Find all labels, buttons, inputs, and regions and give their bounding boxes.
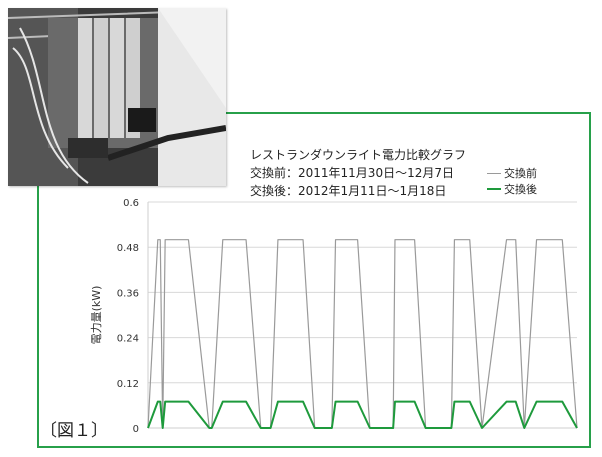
legend-item-after: 交換後	[487, 181, 537, 197]
chart-subtitle-after: 交換後：2012年1月11日～1月18日	[250, 184, 447, 198]
figure-label: 〔図１〕	[40, 421, 108, 441]
legend-item-before: 交換前	[487, 165, 537, 181]
y-tick-label-1: 0.12	[117, 379, 139, 390]
legend-label-after: 交換後	[504, 183, 537, 196]
chart-legend: 交換前 交換後	[487, 165, 537, 197]
legend-swatch-before	[487, 172, 501, 174]
y-tick-label-2: 0.24	[117, 334, 139, 345]
chart-subtitle-before: 交換前：2011年11月30日～12月7日	[250, 166, 454, 180]
distribution-panel-photo	[8, 8, 226, 186]
legend-label-before: 交換前	[504, 167, 537, 180]
y-tick-label-3: 0.36	[117, 288, 139, 299]
y-tick-label-5: 0.6	[123, 198, 139, 209]
y-axis-label: 電力量(kW)	[90, 286, 103, 345]
photo-illustration	[8, 8, 226, 186]
series-line-1	[147, 400, 578, 429]
series-line-0	[147, 239, 578, 429]
legend-swatch-after	[487, 188, 501, 190]
y-tick-label-4: 0.48	[117, 243, 139, 254]
chart-title-block: レストランダウンライト電力比較グラフ 交換前：2011年11月30日～12月7日…	[250, 146, 466, 200]
y-tick-label-0: 0	[133, 424, 139, 435]
chart-title: レストランダウンライト電力比較グラフ	[250, 148, 467, 162]
